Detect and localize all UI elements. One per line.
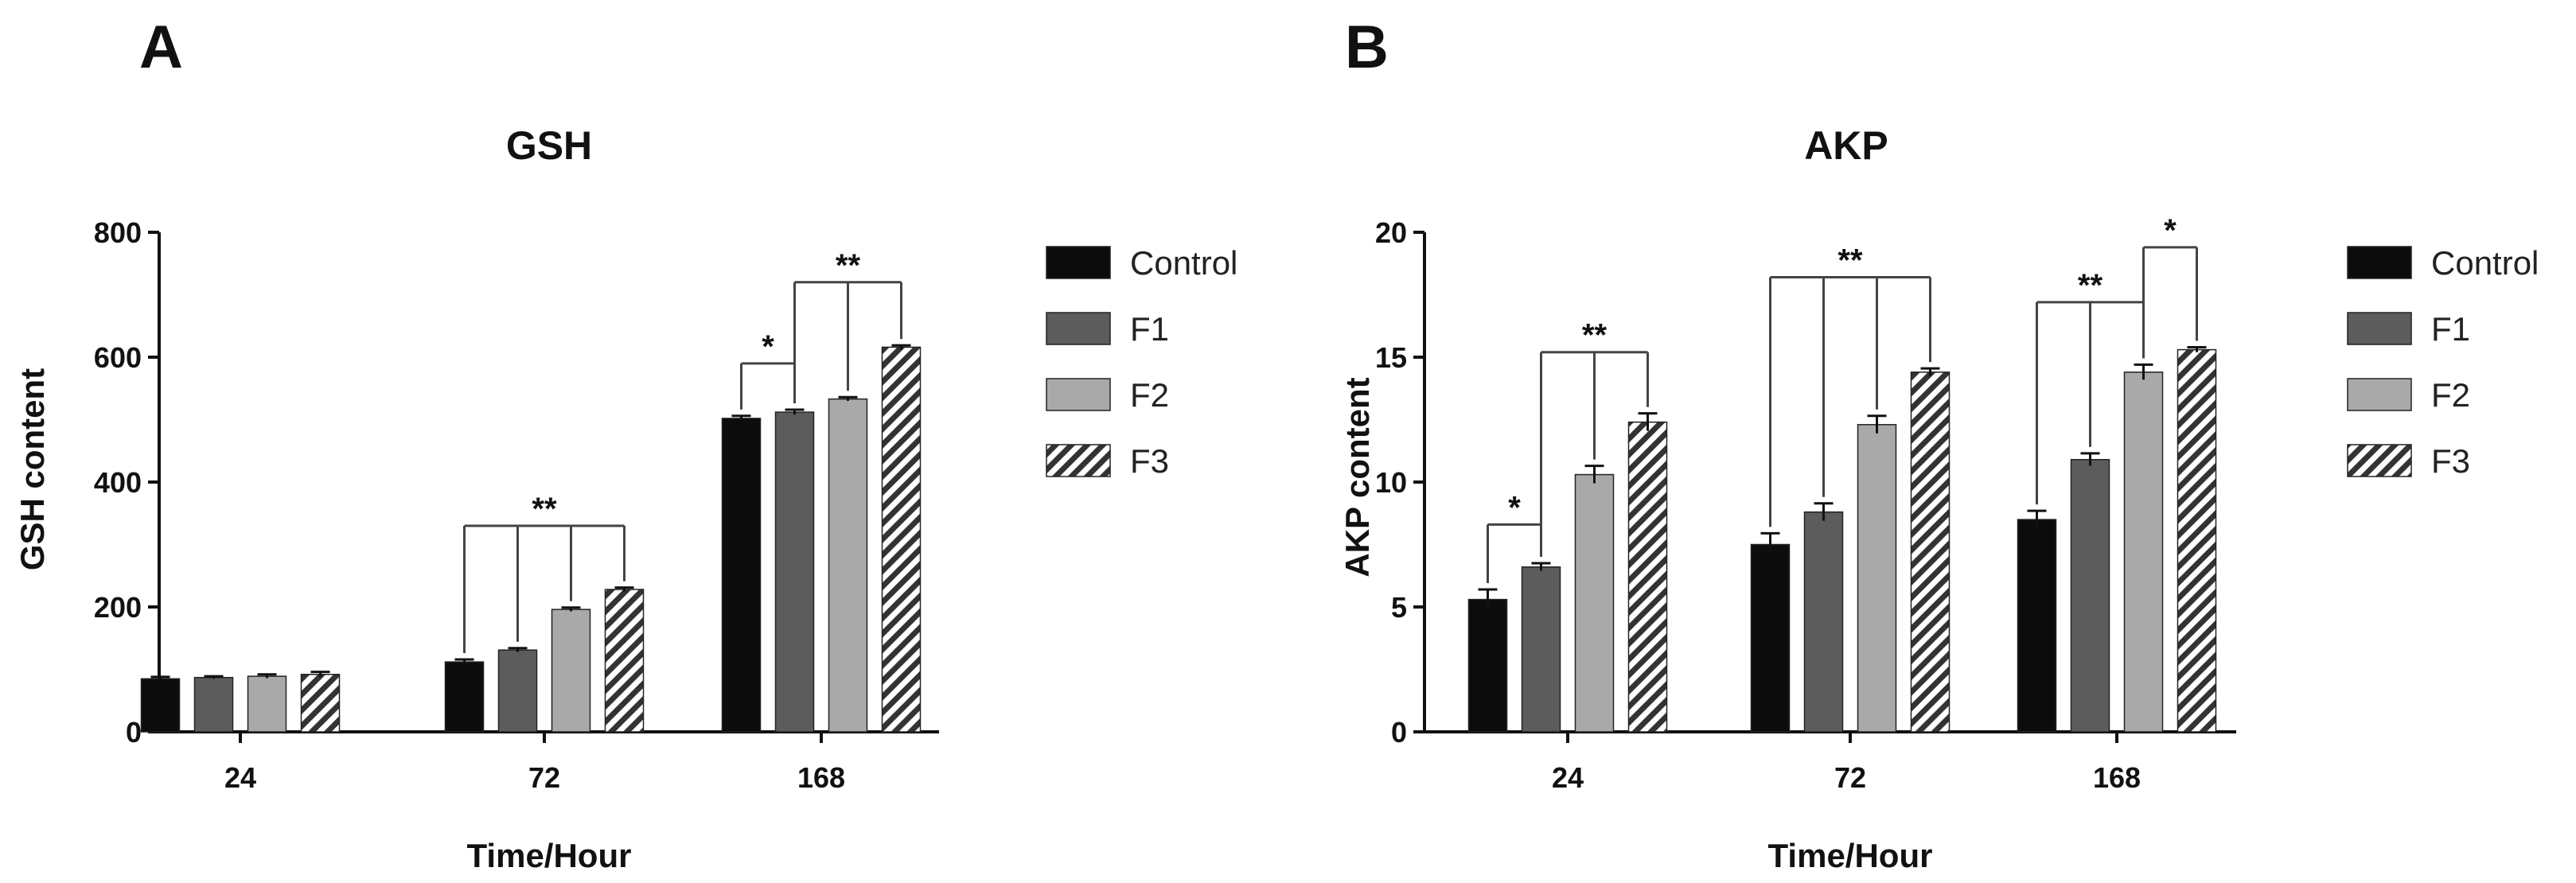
panel-b-legend-label-control: Control xyxy=(2431,244,2539,282)
panel-a-bar-f2-168 xyxy=(828,398,868,733)
panel-a-letter: A xyxy=(139,14,183,81)
panel-a-legend-label-control: Control xyxy=(1130,244,1237,282)
panel-b-sig-label: ** xyxy=(2078,268,2103,303)
panel-b-y-tick-label: 20 xyxy=(1375,216,1407,249)
panel-b-sig-label: ** xyxy=(1837,243,1863,278)
panel-a-bar-f1-72 xyxy=(497,649,538,733)
panel-b-legend-swatch-control xyxy=(2347,246,2412,279)
panel-a-bar-f3-72 xyxy=(604,589,645,733)
panel-a-legend-swatch-control xyxy=(1046,246,1111,279)
panel-b-akp: B AKP AKP content Time/Hour 0 5 10 15 20 24 72… xyxy=(1339,14,2539,874)
panel-a-title: GSH xyxy=(506,123,592,168)
panel-b-y-tick-label: 0 xyxy=(1391,716,1407,749)
panel-a-y-tick-label: 400 xyxy=(94,466,142,499)
panel-b-legend-label-f2: F2 xyxy=(2431,376,2470,414)
panel-a-bar-control-24 xyxy=(140,678,181,733)
panel-a-gsh: A GSH GSH content Time/Hour 0 200 400 600 80… xyxy=(14,14,1237,874)
panel-b-x-tick-label: 24 xyxy=(1552,761,1584,794)
panel-a-bar-f1-24 xyxy=(193,676,234,733)
panel-a-sig-label: ** xyxy=(836,248,861,283)
panel-b-bar-control-168 xyxy=(2017,519,2057,733)
panel-a-sig-label: * xyxy=(762,329,774,364)
panel-a-legend: Control F1 F2 F3 xyxy=(1046,244,1237,480)
panel-b-title: AKP xyxy=(1804,123,1888,168)
panel-b-y-tick-label: 10 xyxy=(1375,466,1407,499)
panel-a-legend-swatch-f2 xyxy=(1046,378,1111,411)
panel-a-legend-swatch-f1 xyxy=(1046,312,1111,345)
panel-b-bar-f3-24 xyxy=(1627,421,1668,733)
panel-b-legend-swatch-f1 xyxy=(2347,312,2412,345)
panel-a-legend-swatch-f3 xyxy=(1046,444,1111,477)
panel-a-bar-control-72 xyxy=(444,661,485,733)
panel-a-y-tick-label: 200 xyxy=(94,591,142,624)
panel-b-y-axis-label: AKP content xyxy=(1339,377,1376,577)
panel-b-y-tick-label: 5 xyxy=(1391,591,1407,624)
panel-a-bar-f3-24 xyxy=(300,674,341,733)
panel-b-bar-f2-72 xyxy=(1857,424,1897,733)
panel-b-sig-label: * xyxy=(2164,213,2177,248)
panel-b-legend-swatch-f3 xyxy=(2347,444,2412,477)
panel-a-bar-f1-168 xyxy=(774,411,815,733)
panel-a-bar-f3-168 xyxy=(881,346,922,733)
panel-b-bar-f1-24 xyxy=(1521,566,1561,733)
panel-b-sig-label: ** xyxy=(1582,318,1608,353)
panel-b-legend-label-f3: F3 xyxy=(2431,442,2470,480)
panel-b-bar-f2-24 xyxy=(1574,473,1615,733)
panel-a-bar-control-168 xyxy=(721,418,762,733)
panel-a-legend-label-f2: F2 xyxy=(1130,376,1169,414)
panel-a-x-axis-label: Time/Hour xyxy=(467,837,632,874)
panel-a-legend-label-f3: F3 xyxy=(1130,442,1169,480)
panel-b-bar-f1-72 xyxy=(1803,511,1844,733)
panel-b-bar-f2-168 xyxy=(2123,371,2164,733)
panel-b-bar-f1-168 xyxy=(2070,458,2110,733)
panel-a-x-tick-label: 24 xyxy=(224,761,256,794)
panel-a-legend-label-f1: F1 xyxy=(1130,310,1169,348)
panel-b-legend: Control F1 F2 F3 xyxy=(2347,244,2539,480)
panel-a-x-tick-label: 168 xyxy=(797,761,845,794)
panel-b-x-tick-label: 168 xyxy=(2093,761,2141,794)
panel-b-letter: B xyxy=(1345,14,1389,81)
panel-a-y-tick-label: 0 xyxy=(126,716,142,749)
panel-b-bar-f3-72 xyxy=(1910,371,1951,733)
panel-b-x-axis-label: Time/Hour xyxy=(1768,837,1933,874)
panel-a-y-tick-label: 800 xyxy=(94,216,142,249)
panel-b-sig-label: * xyxy=(1508,490,1521,525)
panel-b-bar-f3-168 xyxy=(2177,348,2217,733)
panel-a-sig-label: ** xyxy=(532,492,557,527)
panel-b-x-tick-label: 72 xyxy=(1834,761,1866,794)
panel-b-y-tick-label: 15 xyxy=(1375,341,1407,374)
panel-a-y-tick-label: 600 xyxy=(94,341,142,374)
panel-a-bar-f2-72 xyxy=(551,609,591,733)
panel-a-bar-f2-24 xyxy=(247,675,287,733)
panel-b-bar-control-24 xyxy=(1467,598,1508,733)
panel-b-bar-control-72 xyxy=(1750,543,1791,733)
panel-b-legend-label-f1: F1 xyxy=(2431,310,2470,348)
panel-a-x-tick-label: 72 xyxy=(528,761,560,794)
panel-a-y-axis-label: GSH content xyxy=(14,368,51,570)
panel-b-legend-swatch-f2 xyxy=(2347,378,2412,411)
